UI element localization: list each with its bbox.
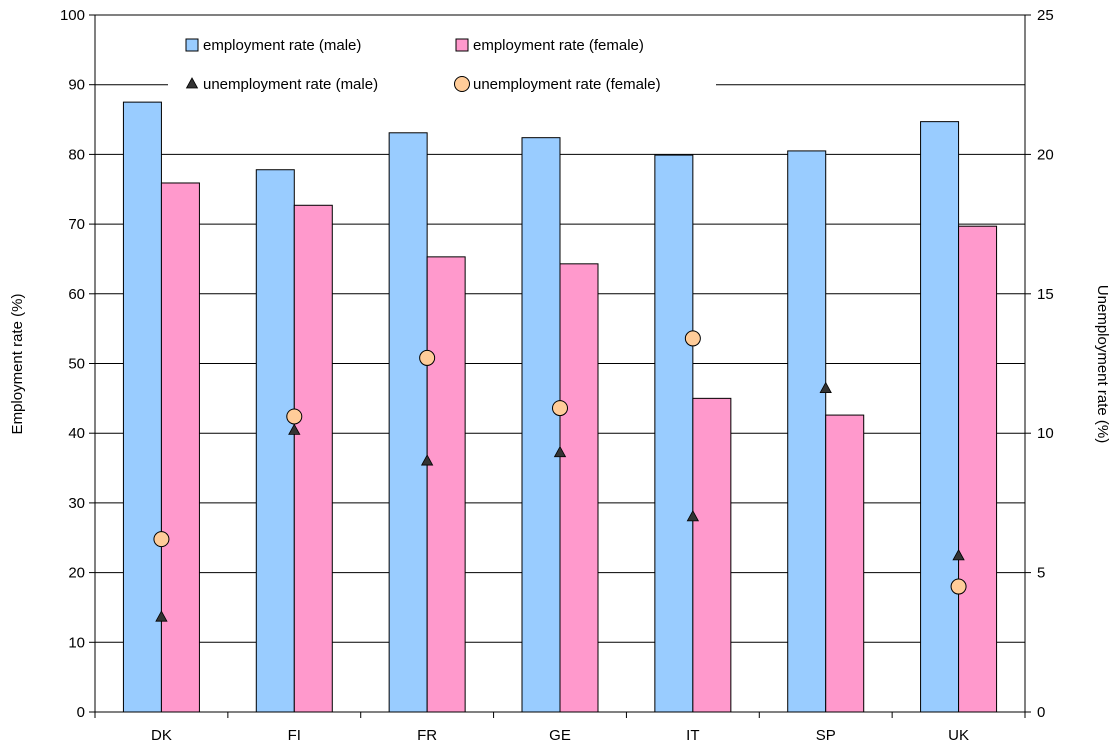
bar-female-uk <box>958 225 998 713</box>
y2-tick-label: 0 <box>1037 704 1045 721</box>
x-tick-label: UK <box>948 727 969 744</box>
x-tick-label: GE <box>549 727 571 744</box>
x-tick-label: SP <box>816 727 836 744</box>
x-tick-label: FR <box>417 727 437 744</box>
y2-tick-label: 20 <box>1037 146 1054 163</box>
legend-label: employment rate (female) <box>473 37 644 54</box>
marker-unemp-male-it <box>686 510 700 522</box>
bars <box>122 101 998 713</box>
y-tick-label: 30 <box>68 495 85 512</box>
marker-unemp-female-ge <box>552 400 568 417</box>
bar-female-dk <box>160 182 200 713</box>
legend: employment rate (male) employment rate (f… <box>168 33 868 96</box>
bar-male-it <box>654 154 694 713</box>
y-tick-label: 20 <box>68 565 85 582</box>
marker-unemp-male-fr <box>420 454 434 466</box>
marker-unemp-female-dk <box>153 531 170 548</box>
legend-label: unemployment rate (female) <box>473 76 661 93</box>
legend-row-background <box>168 72 716 96</box>
bar-male-fi <box>255 169 295 713</box>
bar-female-it <box>692 397 732 713</box>
y-tick-label: 50 <box>68 356 85 373</box>
marker-unemp-female-uk <box>950 578 967 595</box>
legend-swatch <box>185 77 199 89</box>
y-axis-title: Employment rate (%) <box>9 294 26 435</box>
x-tick-label: FI <box>288 727 301 744</box>
bar-female-sp <box>825 414 865 713</box>
y-tick-label: 0 <box>77 704 85 721</box>
y2-axis-title: Unemployment rate (%) <box>1094 285 1111 443</box>
legend-row-background <box>168 33 868 57</box>
x-tick-label: IT <box>686 727 699 744</box>
bar-male-dk <box>122 101 162 713</box>
bar-female-ge <box>559 263 599 713</box>
axes <box>89 14 1031 718</box>
y-tick-label: 90 <box>68 77 85 94</box>
marker-unemp-male-dk <box>155 610 168 622</box>
marker-unemp-male-fi <box>288 423 301 435</box>
legend-label: unemployment rate (male) <box>203 76 378 93</box>
marker-unemp-male-sp <box>819 381 832 393</box>
marker-unemp-male-uk <box>952 549 965 561</box>
bar-male-sp <box>787 150 827 713</box>
y-tick-label: 80 <box>68 146 85 163</box>
marker-unemp-female-fr <box>419 349 436 366</box>
y-tick-label: 70 <box>68 216 85 233</box>
y-tick-label: 100 <box>60 7 85 24</box>
legend-swatch <box>455 38 469 52</box>
bar-male-fr <box>388 132 428 713</box>
marker-unemp-female-fi <box>286 408 303 425</box>
y2-tick-label: 10 <box>1037 425 1054 442</box>
legend-label: employment rate (male) <box>203 37 361 54</box>
bar-female-fr <box>426 256 466 713</box>
bar-male-ge <box>521 137 561 713</box>
y2-tick-label: 5 <box>1037 565 1045 582</box>
y-tick-label: 10 <box>68 634 85 651</box>
bar-male-uk <box>920 121 960 713</box>
legend-swatch <box>185 38 199 52</box>
marker-unemp-female-it <box>684 330 701 347</box>
y-tick-label: 60 <box>68 286 85 303</box>
x-tick-label: DK <box>151 727 172 744</box>
tick-labels: 0 10 20 30 40 50 60 70 80 90 100 0 5 10 15 20 25 DK FI FR GE… <box>60 7 1054 744</box>
bar-female-fi <box>293 204 333 713</box>
y2-tick-label: 15 <box>1037 286 1054 303</box>
y-tick-label: 40 <box>68 425 85 442</box>
y2-tick-label: 25 <box>1037 7 1054 24</box>
marker-unemp-male-ge <box>553 445 567 458</box>
legend-swatch <box>454 76 470 92</box>
